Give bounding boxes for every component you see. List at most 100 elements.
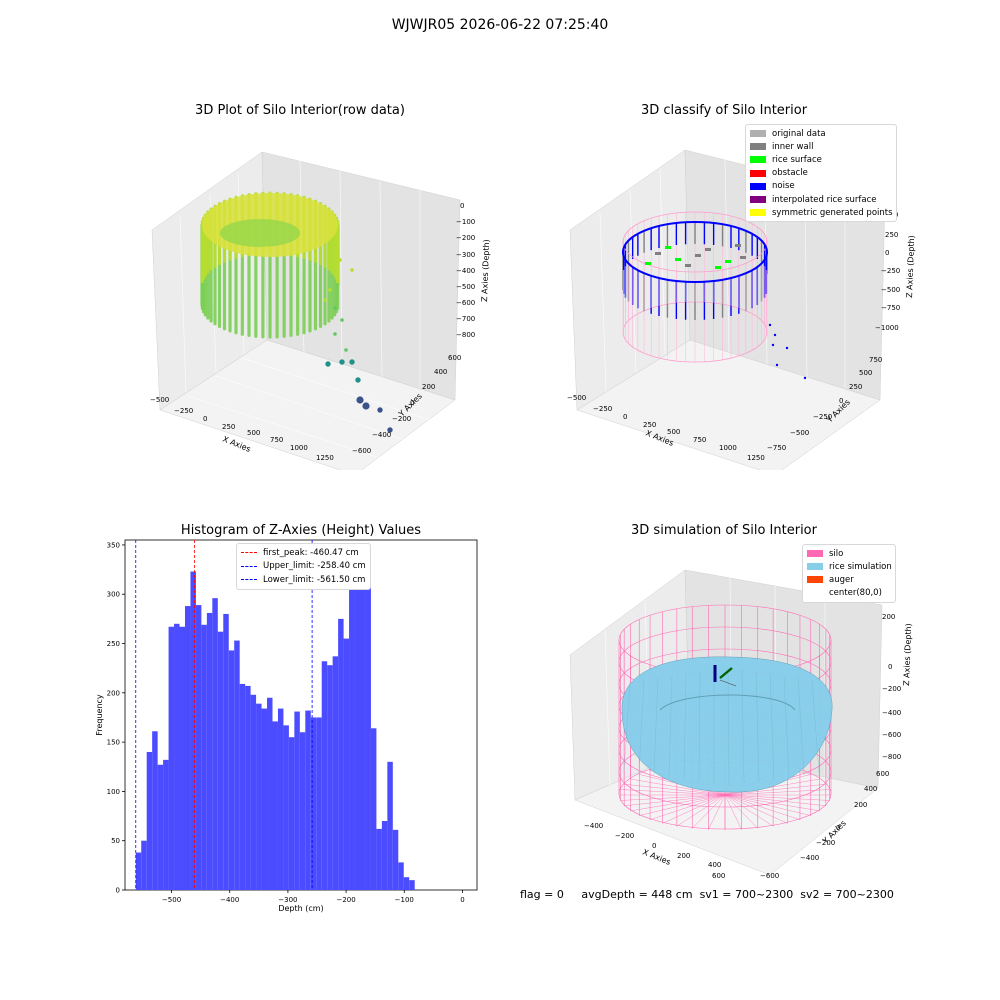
x-tick-label: −100 — [395, 896, 414, 904]
legend-item-inner-wall: inner wall — [750, 140, 892, 153]
histogram-bar — [217, 631, 224, 890]
legend-label: symmetric generated points — [772, 207, 893, 218]
raw-outlier-point — [339, 359, 345, 365]
raw-x-tick: 0 — [203, 415, 207, 423]
avg-depth-text: avgDepth = 448 cm — [581, 888, 693, 901]
cls-y-tick: −500 — [790, 429, 809, 437]
rice-surface-point — [655, 252, 661, 255]
histogram-bar — [283, 725, 289, 890]
silo-wire-spoke — [630, 794, 726, 812]
sim-y-tick: 400 — [864, 785, 877, 793]
raw-point-cloud — [200, 191, 393, 433]
raw-z-label: Z Axies (Depth) — [480, 239, 491, 302]
raw-outlier-point — [323, 298, 327, 302]
legend-label: rice simulation — [829, 561, 892, 572]
histogram-bar — [190, 571, 196, 890]
legend-swatch — [750, 182, 766, 190]
rice-surface-ridge — [659, 694, 796, 711]
rice-mesh-line — [755, 671, 760, 782]
cls-z-tick: −750 — [881, 304, 900, 312]
raw-outlier-point — [333, 332, 337, 336]
histogram-bar — [370, 728, 377, 890]
cls-x-tick: 250 — [643, 421, 656, 429]
raw-z-tick: 0 — [460, 202, 464, 210]
histogram-bar — [403, 877, 410, 890]
raw-x-tick: 500 — [247, 429, 260, 437]
legend-line — [241, 552, 257, 554]
legend-label: first_peak: -460.47 cm — [263, 547, 359, 558]
raw-y-tick: −400 — [372, 431, 391, 439]
histogram-bar — [141, 840, 147, 890]
silo-wire-spoke — [724, 794, 742, 830]
legend-item-interpolated: interpolated rice surface — [750, 193, 892, 206]
histogram-bar — [409, 880, 415, 890]
histogram-bar — [387, 761, 393, 890]
y-tick-label: 200 — [107, 689, 120, 697]
raw-y-tick: 0 — [410, 399, 414, 407]
raw-outlier-point — [356, 396, 364, 404]
sim-z-tick: −800 — [882, 753, 901, 761]
raw-outlier-point — [349, 359, 355, 365]
histogram-bar — [316, 717, 322, 890]
sim-x-label: X Axies — [641, 848, 672, 867]
rice-mesh-line — [741, 669, 745, 784]
histogram-bar — [310, 717, 317, 890]
histogram-bar — [234, 640, 240, 890]
histogram-x-ticks: −500 −400 −300 −200 −100 0 — [162, 890, 465, 904]
noise-point — [768, 323, 772, 327]
raw-outlier-point — [387, 427, 393, 433]
simulation-3d-plot: −400 −200 0 200 400 600 X Axies −600 −40… — [569, 569, 913, 880]
legend-label: original data — [772, 128, 826, 139]
rice-mesh-line — [698, 671, 701, 782]
raw-outlier-point — [377, 407, 383, 413]
noise-point — [775, 363, 779, 367]
silo-wire-spoke — [630, 778, 726, 796]
legend-swatch — [807, 550, 823, 558]
noise-point — [785, 346, 789, 350]
legend-item-auger: auger — [807, 573, 891, 586]
cls-z-tick: 0 — [885, 249, 889, 257]
histogram-bar — [327, 665, 333, 890]
legend-item-obstacle: obstacle — [750, 167, 892, 180]
histogram-chart: −500 −400 −300 −200 −100 0 0 50 100 150 200 250 300… — [95, 539, 478, 913]
rice-surface-point — [695, 254, 701, 257]
histogram-bar — [288, 737, 295, 890]
rice-surface-point — [705, 248, 711, 251]
silo-wire-spoke — [624, 783, 726, 796]
rice-surface-point — [675, 258, 681, 261]
cls-z-tick: 250 — [885, 231, 898, 239]
sim-z-tick: −400 — [882, 709, 901, 717]
legend-item-symmetric: symmetric generated points — [750, 206, 893, 219]
rice-surface-point — [645, 262, 651, 265]
y-tick-label: 0 — [116, 887, 120, 895]
cls-y-tick: −250 — [813, 413, 832, 421]
sim-x-tick: 400 — [708, 861, 721, 869]
rice-surface-point — [725, 260, 731, 263]
cls-y-tick: −750 — [767, 444, 786, 452]
simulation-legend: silo rice simulation auger center(80,0) — [802, 544, 896, 603]
legend-item-noise: noise — [750, 180, 892, 193]
rice-mesh-line — [727, 667, 730, 786]
histogram-bar — [376, 828, 382, 890]
histogram-bar — [223, 613, 229, 890]
histogram-y-label: Frequency — [95, 694, 104, 736]
flag-text: flag = 0 — [520, 888, 564, 901]
raw-z-tick: −800 — [456, 331, 475, 339]
cls-x-tick: 750 — [693, 436, 706, 444]
legend-item-rice-surface: rice surface — [750, 153, 892, 166]
histogram-bar — [267, 697, 273, 890]
rice-mesh-line — [797, 677, 805, 776]
legend-item-rice-simulation: rice simulation — [807, 560, 892, 573]
legend-swatch — [750, 209, 766, 217]
sim-y-tick: −200 — [816, 839, 835, 847]
simulation-plot-title: 3D simulation of Silo Interior — [631, 523, 817, 538]
rice-mesh-line — [683, 673, 687, 780]
histogram-bar — [398, 862, 404, 890]
rice-simulation-surface — [621, 656, 833, 793]
raw-outlier-point — [338, 258, 342, 262]
legend-label: inner wall — [772, 141, 814, 152]
raw-outlier-point — [355, 377, 361, 383]
raw-inner-surface — [220, 219, 300, 247]
raw-y-tick: −600 — [352, 447, 371, 455]
histogram-title: Histogram of Z-Axies (Height) Values — [180, 523, 422, 538]
